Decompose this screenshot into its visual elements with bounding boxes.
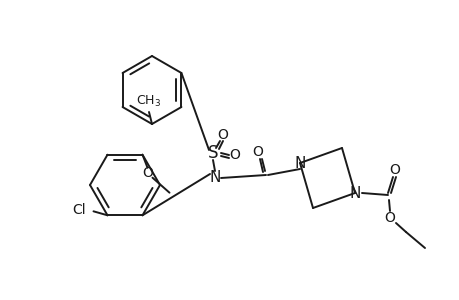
Text: N: N bbox=[348, 185, 360, 200]
Text: CH$_3$: CH$_3$ bbox=[136, 94, 161, 109]
Text: O: O bbox=[229, 148, 240, 162]
Text: O: O bbox=[252, 145, 263, 159]
Text: N: N bbox=[209, 170, 220, 185]
Text: O: O bbox=[389, 163, 400, 177]
Text: S: S bbox=[207, 144, 218, 162]
Text: Cl: Cl bbox=[72, 203, 85, 217]
Text: O: O bbox=[384, 211, 395, 225]
Text: O: O bbox=[142, 166, 152, 180]
Text: N: N bbox=[294, 155, 305, 170]
Text: O: O bbox=[217, 128, 228, 142]
